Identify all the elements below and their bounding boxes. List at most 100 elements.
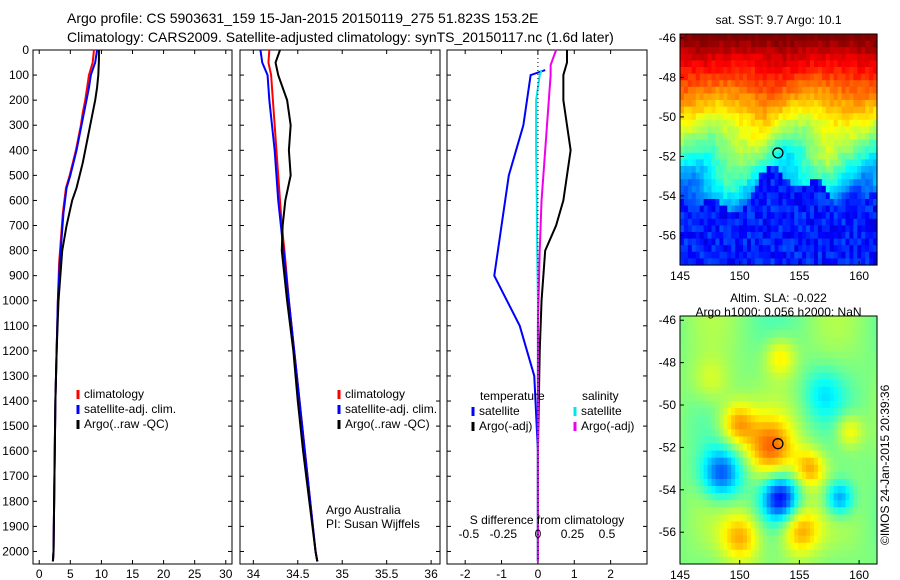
g-sst-cell bbox=[861, 238, 866, 246]
g-sst-cell bbox=[869, 245, 874, 253]
g-sla-cell bbox=[873, 422, 878, 430]
g-sst-cell bbox=[683, 47, 689, 55]
g-sla-cell bbox=[825, 549, 831, 558]
g-sst-ytick-label: -56 bbox=[659, 228, 677, 242]
g-sst-cell bbox=[746, 258, 752, 266]
g-sst-cell bbox=[853, 192, 858, 200]
g-sst-cell bbox=[691, 146, 697, 154]
g-sla-cell bbox=[683, 521, 689, 530]
g-sla-cell bbox=[754, 323, 760, 331]
g-sla-cell bbox=[774, 457, 780, 466]
g-sla-cell bbox=[829, 365, 835, 374]
g-sst-cell bbox=[680, 86, 685, 94]
g-sst-cell bbox=[762, 100, 768, 108]
g-sla-cell bbox=[707, 408, 713, 416]
g-sst-cell bbox=[873, 40, 878, 48]
g-sla-cell bbox=[813, 401, 819, 409]
g-sla-cell bbox=[743, 436, 748, 445]
g-sst-cell bbox=[727, 73, 732, 81]
g-sst-cell bbox=[778, 106, 784, 114]
g-sla-cell bbox=[711, 528, 717, 537]
g-sst-cell bbox=[687, 179, 693, 187]
g-sst-cell bbox=[770, 40, 776, 48]
g-sst-cell bbox=[853, 232, 858, 240]
g-sla-cell bbox=[849, 401, 854, 409]
g-sla-cell bbox=[813, 372, 819, 381]
g-sla-cell bbox=[683, 337, 689, 345]
g-sla-cell bbox=[739, 478, 744, 487]
g-sla-cell bbox=[691, 542, 697, 551]
g-sla-cell bbox=[735, 379, 740, 388]
g-sst-cell bbox=[790, 192, 795, 200]
g-sla-cell bbox=[794, 351, 799, 360]
g-sla-cell bbox=[735, 323, 740, 331]
g-sst-cell bbox=[821, 47, 827, 55]
g-sst-cell bbox=[703, 232, 709, 240]
g-sla-cell bbox=[817, 401, 823, 409]
g-sst-cell bbox=[703, 166, 709, 174]
g-sst-cell bbox=[813, 126, 819, 134]
g-sla-cell bbox=[687, 528, 693, 537]
g-sla-cell bbox=[766, 337, 772, 345]
g-sla-cell bbox=[853, 316, 858, 324]
g-sst-cell bbox=[774, 106, 780, 114]
g-sla-cell bbox=[865, 358, 870, 367]
g-sst-cell bbox=[750, 192, 756, 200]
g-sla-cell bbox=[680, 436, 685, 445]
g-sla-cell bbox=[829, 521, 835, 530]
g-sst-cell bbox=[762, 86, 768, 94]
g-sst-cell bbox=[849, 205, 854, 213]
g-sla-cell bbox=[782, 471, 787, 480]
g-sla-cell bbox=[817, 500, 823, 508]
g-sst-cell bbox=[798, 232, 803, 240]
g-sla-cell bbox=[825, 556, 831, 565]
g-sst-cell bbox=[806, 192, 811, 200]
g-sla-cell bbox=[786, 521, 791, 530]
g-sst-cell bbox=[865, 258, 870, 266]
temperature-xtick-label: 20 bbox=[157, 567, 171, 580]
g-sst-cell bbox=[735, 73, 740, 81]
g-sla-cell bbox=[766, 422, 772, 430]
g-sst-cell bbox=[723, 245, 728, 253]
g-sla-cell bbox=[837, 528, 843, 537]
g-sst-cell bbox=[715, 225, 720, 233]
g-sst-cell bbox=[774, 60, 780, 68]
g-sst-cell bbox=[790, 251, 795, 259]
g-sst-cell bbox=[782, 119, 787, 127]
g-sla-cell bbox=[837, 323, 843, 331]
g-sst-cell bbox=[837, 159, 843, 167]
g-sla-cell bbox=[825, 393, 831, 402]
g-sst-cell bbox=[829, 40, 835, 48]
g-sst-cell bbox=[873, 159, 878, 167]
g-sst-cell bbox=[817, 40, 823, 48]
g-sst-cell bbox=[833, 106, 839, 114]
g-sla-cell bbox=[770, 372, 776, 381]
g-sst-cell bbox=[786, 40, 791, 48]
g-sst-cell bbox=[861, 133, 866, 141]
g-sla-cell bbox=[715, 379, 720, 388]
g-sst-cell bbox=[746, 80, 752, 88]
g-sla-cell bbox=[707, 542, 713, 551]
g-sst-cell bbox=[873, 218, 878, 226]
g-sla-cell bbox=[794, 436, 799, 445]
g-sla-cell bbox=[687, 344, 693, 353]
g-sla-cell bbox=[778, 528, 784, 537]
g-sla-cell bbox=[711, 471, 717, 480]
g-sst-cell bbox=[727, 93, 732, 101]
g-sla-cell bbox=[813, 549, 819, 558]
g-sla-cell bbox=[865, 507, 870, 515]
g-sla-cell bbox=[770, 556, 776, 565]
g-sst-cell bbox=[754, 100, 760, 108]
g-sst-cell bbox=[735, 179, 740, 187]
g-sst-cell bbox=[857, 212, 862, 220]
g-sla-cell bbox=[857, 436, 862, 445]
g-sla-cell bbox=[774, 344, 780, 353]
g-sla-cell bbox=[683, 528, 689, 537]
g-sst-cell bbox=[810, 47, 815, 55]
g-sst-cell bbox=[711, 232, 717, 240]
g-sla-cell bbox=[699, 316, 705, 324]
g-sst-cell bbox=[837, 34, 843, 42]
g-sla-cell bbox=[873, 358, 878, 367]
g-sla-cell bbox=[711, 379, 717, 388]
g-sla-cell bbox=[794, 344, 799, 353]
